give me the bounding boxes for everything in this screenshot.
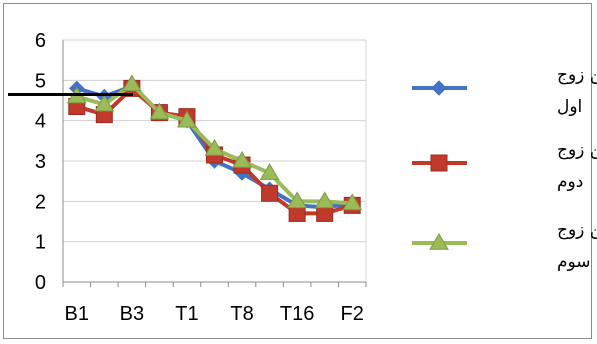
data-point-series-3 — [314, 191, 335, 209]
data-point-series-3 — [177, 110, 197, 128]
x-tick-label: F2 — [341, 303, 364, 325]
y-tick-label: 4 — [35, 111, 46, 133]
data-point-series-3 — [94, 94, 115, 112]
x-tick-label: T16 — [280, 303, 314, 325]
legend-marker-1 — [431, 80, 447, 96]
y-tick-label: 2 — [35, 191, 46, 213]
data-point-series-3 — [204, 138, 225, 156]
y-tick-label: 6 — [35, 30, 46, 52]
legend-label-2-line2: دوم — [557, 172, 583, 192]
y-tick-label: 1 — [35, 232, 46, 254]
data-point-series-3 — [259, 163, 280, 180]
x-tick-label: T8 — [230, 303, 253, 325]
data-point-series-3 — [121, 74, 142, 92]
legend-label-3-line2: سوم — [557, 252, 591, 272]
y-tick-label: 3 — [35, 151, 46, 173]
legend-label-1-line2: اول — [557, 97, 582, 117]
data-point-series-3 — [232, 151, 252, 168]
x-tick-label: B1 — [65, 303, 89, 325]
data-point-series-3 — [342, 193, 363, 211]
x-tick-label: B3 — [120, 303, 144, 325]
data-point-series-3 — [287, 191, 308, 209]
legend-marker-2 — [430, 154, 448, 172]
y-tick-label: 5 — [35, 70, 46, 92]
legend-label-1: میانگین زوج — [557, 64, 597, 85]
legend-marker-3 — [429, 233, 449, 250]
legend-label-2: میانگین زوج — [557, 139, 597, 160]
data-point-series-2 — [261, 184, 279, 202]
y-tick-label: 0 — [35, 272, 46, 294]
chart-frame — [3, 3, 592, 339]
legend-label-3: میانگین زوج — [557, 219, 597, 240]
x-tick-label: T1 — [175, 303, 198, 325]
data-point-series-3 — [149, 102, 170, 120]
